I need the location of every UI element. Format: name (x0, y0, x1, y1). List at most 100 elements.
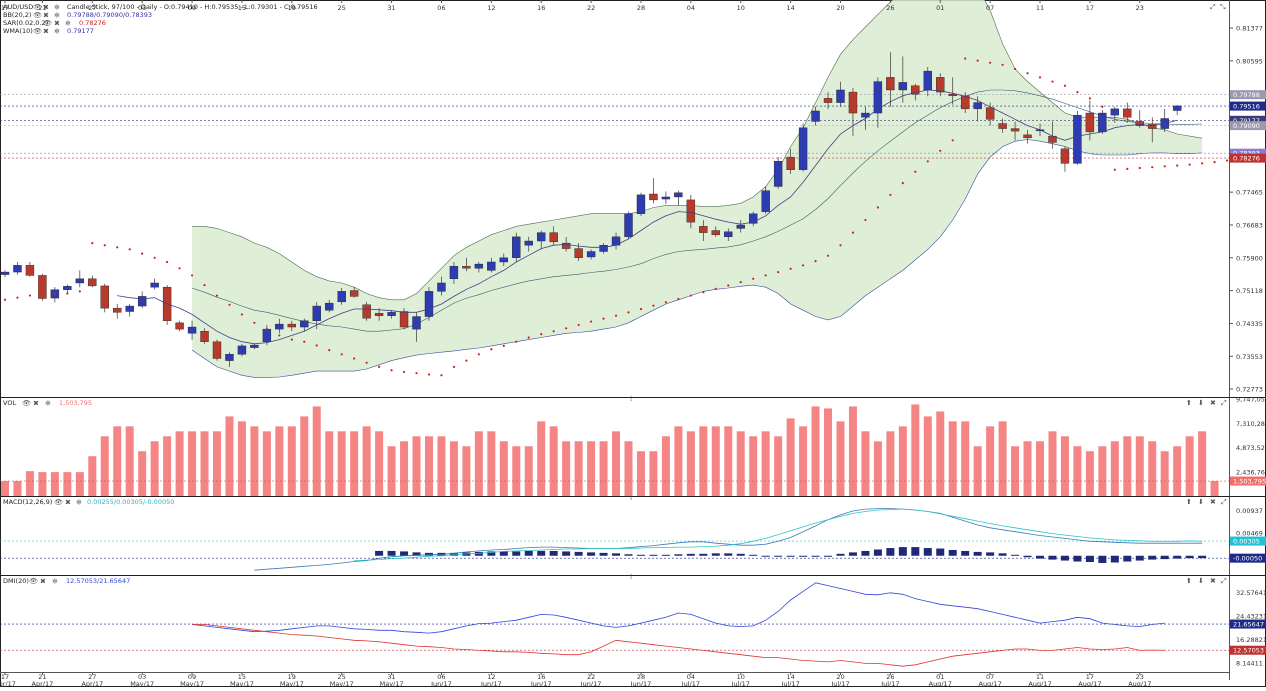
time-month-label: Aug/17 (1028, 680, 1051, 687)
volume-bar (138, 451, 147, 496)
vol-visibility-icon[interactable]: 👁 (22, 400, 31, 408)
sar-dot (1038, 76, 1042, 79)
wma-visibility-icon[interactable]: 👁 (33, 28, 42, 36)
volume-bar (1023, 441, 1032, 496)
sar-dot (103, 244, 106, 247)
time-day-label: 16 (537, 673, 545, 681)
candle-body-down (1148, 124, 1157, 129)
candle (75, 270, 85, 288)
vol-close-icon[interactable]: ✖ (1210, 399, 1216, 407)
macd-remove-icon[interactable]: ✖ (65, 499, 71, 507)
macd-move-down-icon[interactable]: ⬇ (1198, 498, 1204, 506)
candle-body-down (574, 248, 583, 258)
vol-settings-icon[interactable]: ✲ (45, 400, 51, 408)
time-month-label: May/17 (130, 680, 154, 687)
candle (187, 320, 197, 340)
dmi-close-icon[interactable]: ✖ (1210, 577, 1216, 585)
time-day-label: 03 (138, 673, 146, 681)
macd-histogram-bar (686, 553, 695, 556)
vol-maximize-icon[interactable]: ⤢ (1221, 399, 1227, 407)
macd-histogram-bar (1085, 555, 1094, 563)
macd-tick-label: 0.00469 (1236, 530, 1263, 538)
macd-maximize-icon[interactable]: ⤢ (1221, 498, 1227, 506)
sar-dot (901, 182, 904, 185)
time-day-label: 23 (1136, 673, 1144, 681)
candle-body-down (113, 307, 122, 313)
wma-settings-icon[interactable]: ✲ (54, 28, 60, 36)
sar-dot (789, 267, 792, 270)
dmi-visibility-icon[interactable]: 👁 (29, 578, 38, 586)
macd-resize-grip[interactable]: ⁞ (630, 494, 632, 502)
volume-bar (88, 456, 97, 496)
bb-settings-icon[interactable]: ✲ (54, 12, 60, 20)
volume-bar (1185, 436, 1194, 496)
candle-body-down (287, 323, 297, 328)
macd-histogram-bar (1036, 555, 1045, 559)
sar-remove-icon[interactable]: ✖ (54, 20, 60, 28)
wma-remove-icon[interactable]: ✖ (43, 28, 49, 36)
dmi-resize-grip[interactable]: ⁞ (630, 573, 632, 581)
bb-remove-icon[interactable]: ✖ (43, 12, 49, 20)
time-month-label: Jun/17 (580, 680, 602, 687)
macd-tag-0: 0.00305 (1233, 538, 1260, 546)
macd-close-icon[interactable]: ✖ (1210, 498, 1216, 506)
main-popout-icon[interactable]: ⤡ (1220, 3, 1226, 11)
vol-move-down-icon[interactable]: ⬇ (1198, 399, 1204, 407)
candle-body-up (0, 271, 10, 275)
candle (886, 52, 895, 107)
candle (287, 320, 297, 332)
candle-body-down (960, 95, 970, 110)
candle-body-up (512, 236, 521, 258)
sar-dot (552, 330, 555, 333)
volume-bar (786, 418, 795, 496)
dmi-remove-icon[interactable]: ✖ (40, 578, 46, 586)
dmi-move-up-icon[interactable]: ⬆ (1186, 577, 1192, 585)
time-day-label: 22 (587, 673, 595, 681)
symbol-remove-icon[interactable]: ✖ (43, 4, 49, 12)
candle (811, 106, 820, 126)
time-day-label: 06 (437, 673, 445, 681)
candle (499, 253, 508, 267)
volume-bar (1123, 436, 1132, 496)
dmi-maximize-icon[interactable]: ⤢ (1221, 577, 1227, 585)
time-day-label: 04 (687, 673, 695, 681)
volume-bar (636, 451, 645, 496)
volume-bar (250, 426, 259, 496)
main-maximize-icon[interactable]: ⤢ (1210, 3, 1216, 11)
candle-body-up (661, 196, 671, 200)
candle-body-up (262, 328, 272, 342)
vol-resize-grip[interactable]: ⁞ (630, 395, 632, 403)
macd-histogram-bar (537, 550, 546, 556)
sar-settings-icon[interactable]: ✲ (65, 20, 71, 28)
candle-body-up (923, 70, 932, 91)
dmi-value: 12.57053/21.65647 (66, 577, 130, 585)
volume-bar (711, 426, 720, 496)
volume-bar (312, 406, 321, 496)
symbol-visibility-icon[interactable]: 👁 (33, 4, 42, 12)
volume-bar (375, 431, 384, 496)
price-tick-label: 0.74335 (1236, 320, 1263, 328)
symbol-settings-icon[interactable]: ✲ (54, 4, 60, 12)
dmi-settings-icon[interactable]: ✲ (52, 578, 58, 586)
macd-visibility-icon[interactable]: 👁 (54, 499, 63, 507)
vol-remove-icon[interactable]: ✖ (33, 400, 39, 408)
dmi-move-down-icon[interactable]: ⬇ (1198, 577, 1204, 585)
macd-histogram-bar (1135, 555, 1144, 561)
bb-visibility-icon[interactable]: 👁 (33, 12, 42, 20)
macd-settings-icon[interactable]: ✲ (76, 499, 82, 507)
volume-bar (1060, 436, 1069, 496)
volume-bar (587, 441, 596, 496)
volume-bar (774, 436, 783, 496)
vol-tick-label: 7,310,289 (1236, 420, 1266, 428)
volume-bar (674, 426, 683, 496)
vol-move-up-icon[interactable]: ⬆ (1186, 399, 1192, 407)
volume-bar (524, 446, 533, 496)
sar-dot (639, 307, 643, 311)
volume-bar (487, 431, 496, 496)
candle (462, 257, 471, 272)
macd-move-up-icon[interactable]: ⬆ (1186, 498, 1192, 506)
candle-body-up (474, 263, 484, 269)
volume-bar (350, 431, 359, 496)
sar-visibility-icon[interactable]: 👁 (43, 20, 52, 28)
